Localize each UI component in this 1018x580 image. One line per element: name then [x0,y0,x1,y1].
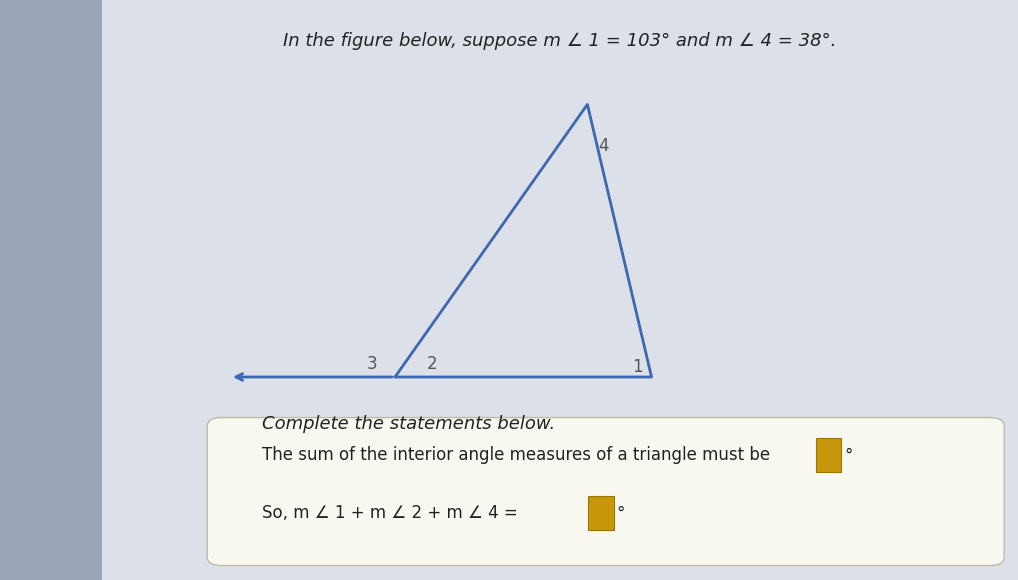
Text: 4: 4 [599,137,609,155]
Text: 2: 2 [427,355,437,374]
Bar [588,496,614,530]
Bar [815,438,841,472]
Text: °: ° [617,504,625,523]
Text: So, m ∠ 1 + m ∠ 2 + m ∠ 4 =: So, m ∠ 1 + m ∠ 2 + m ∠ 4 = [262,504,518,523]
Text: 3: 3 [366,355,378,374]
Text: In the figure below, suppose m ∠ 1 = 103° and m ∠ 4 = 38°.: In the figure below, suppose m ∠ 1 = 103… [283,32,837,50]
Text: The sum of the interior angle measures of a triangle must be: The sum of the interior angle measures o… [262,446,771,465]
Text: 1: 1 [632,357,643,376]
Text: °: ° [844,446,852,465]
FancyBboxPatch shape [208,418,1004,566]
Text: Complete the statements below.: Complete the statements below. [262,415,556,433]
